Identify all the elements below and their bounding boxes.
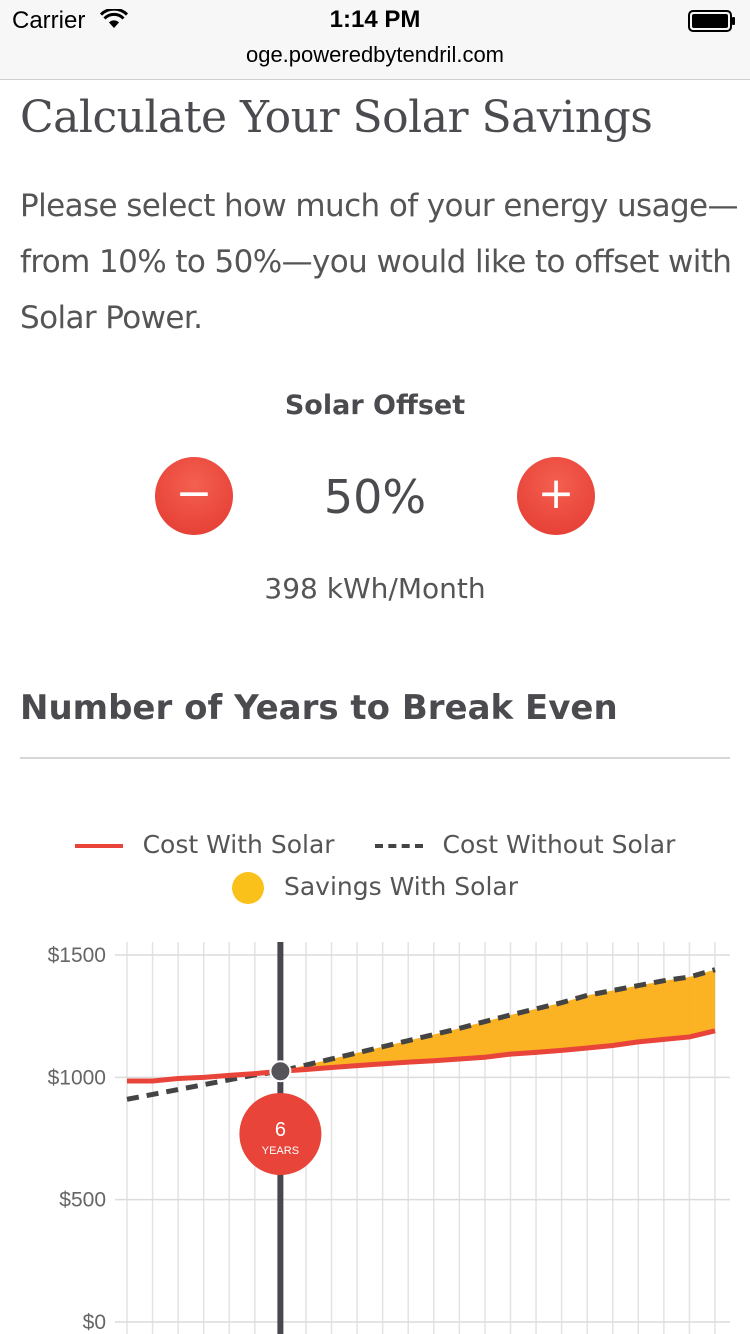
legend-swatch-dot [231, 872, 264, 904]
legend-swatch-solid-line [74, 843, 123, 848]
break-even-chart: $1500 $1000 $500 $0 6 YEARS [48, 942, 730, 1334]
y-tick-label: $0 [83, 1311, 106, 1334]
page-title: Calculate Your Solar Savings [20, 92, 653, 143]
solar-offset-label: Solar Offset [284, 390, 466, 421]
legend-savings-with-solar: Savings With Solar [231, 872, 519, 904]
break-even-years-unit: YEARS [262, 1145, 299, 1157]
address-bar-url[interactable]: oge.poweredbytendril.com [245, 42, 505, 67]
chart-legend-row-2: Savings With Solar [0, 872, 750, 904]
wifi-icon [100, 9, 128, 28]
y-tick-label: $1000 [48, 1066, 106, 1089]
minus-icon: − [175, 468, 213, 519]
plus-icon: + [537, 468, 575, 519]
intro-text: Please select how much of your energy us… [20, 188, 739, 336]
monthly-kwh: 398 kWh/Month [264, 572, 486, 605]
y-tick-label: $500 [59, 1189, 106, 1212]
solar-offset-value: 50% [323, 470, 427, 524]
series-line-cost-without-solar [126, 967, 716, 1102]
legend-cost-with-solar: Cost With Solar [74, 829, 335, 859]
chart-legend: Cost With Solar Cost Without Solar [0, 828, 750, 859]
status-bar: Carrier 1:14 PM oge.poweredbytendril.com [0, 0, 750, 80]
legend-swatch-dashed-line [374, 843, 423, 848]
legend-cost-without-solar: Cost Without Solar [374, 829, 676, 859]
section-divider [20, 757, 730, 759]
legend-label: Savings With Solar [283, 872, 519, 901]
increase-offset-button[interactable]: + [517, 457, 595, 535]
break-even-point [269, 1060, 292, 1083]
legend-label: Cost Without Solar [442, 829, 676, 859]
break-even-badge [239, 1093, 322, 1175]
decrease-offset-button[interactable]: − [155, 457, 233, 535]
series-line-cost-with-solar [127, 1028, 716, 1084]
clock: 1:14 PM [329, 6, 421, 33]
y-tick-label: $1500 [48, 944, 106, 967]
carrier-label: Carrier [12, 7, 86, 34]
battery-icon [688, 10, 735, 32]
break-even-years-value: 6 [275, 1119, 286, 1141]
section-title: Number of Years to Break Even [20, 688, 618, 728]
legend-label: Cost With Solar [142, 829, 335, 859]
